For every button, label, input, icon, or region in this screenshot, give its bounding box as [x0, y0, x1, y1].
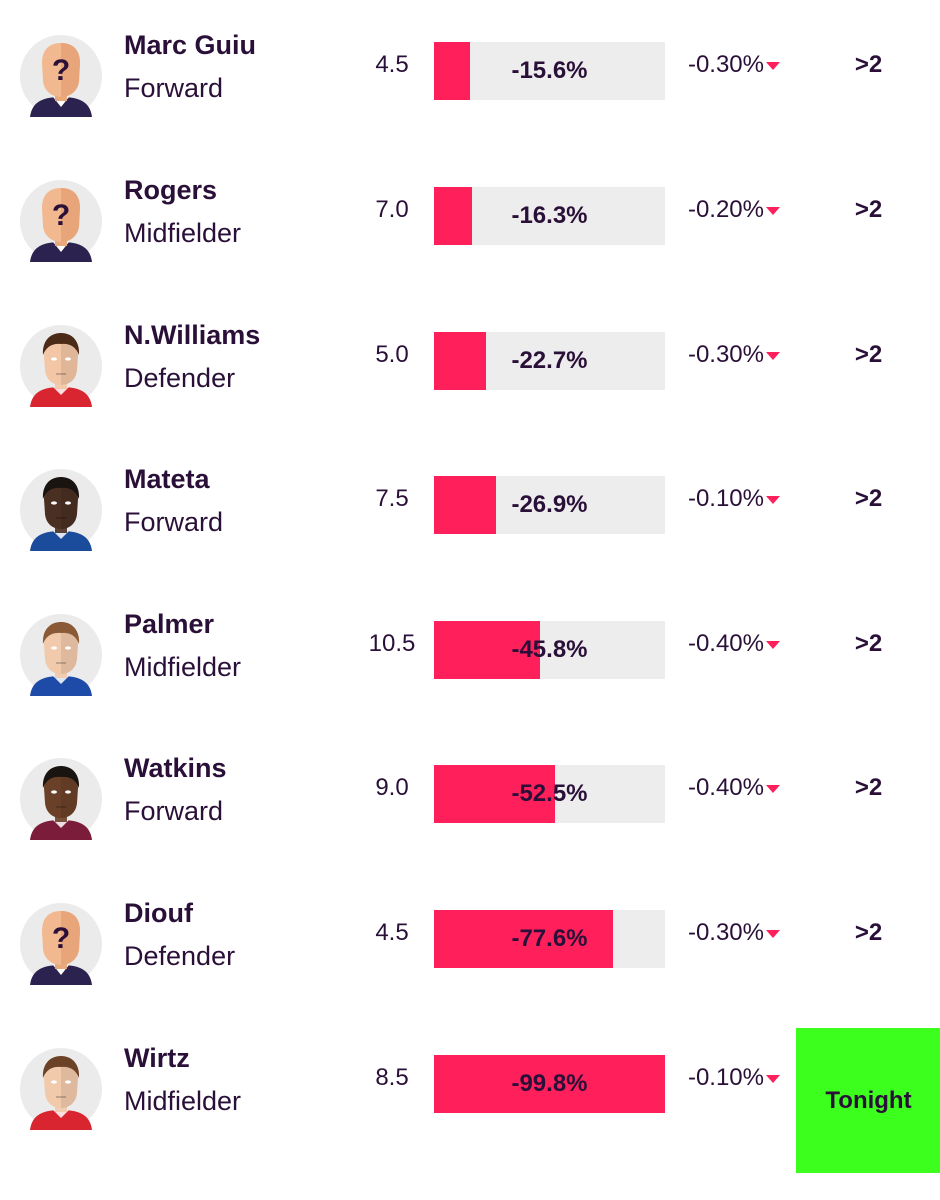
player-name: Rogers: [124, 175, 218, 205]
fixture-tonight-badge: Tonight: [796, 1028, 940, 1173]
progress-fill: [434, 765, 556, 823]
down-arrow-icon: [766, 62, 780, 70]
price-change-progress-bar: -99.8%: [434, 1055, 665, 1113]
price-change-rate: -0.40%: [687, 774, 764, 801]
down-arrow-icon: [766, 352, 780, 360]
progress-label: -22.7%: [511, 347, 588, 374]
progress-label: -26.9%: [511, 491, 588, 518]
unknown-player-icon: ?: [20, 35, 102, 117]
unknown-player-icon: ?: [20, 903, 102, 985]
player-row[interactable]: ? Diouf Defender 4.5 -77.6% -0.30% >2: [0, 898, 940, 1048]
svg-text:?: ?: [52, 54, 70, 87]
player-position: Midfielder: [124, 218, 242, 248]
player-position: Defender: [124, 941, 236, 971]
player-row[interactable]: ? Marc Guiu Forward 4.5 -15.6% -0.30% >2: [0, 30, 940, 180]
player-avatar: [20, 1048, 102, 1130]
player-avatar: [20, 614, 102, 696]
player-price: 9.0: [375, 774, 409, 801]
player-position: Midfielder: [124, 652, 242, 682]
progress-label: -77.6%: [511, 925, 588, 952]
progress-fill: [434, 187, 472, 245]
progress-label: -15.6%: [511, 57, 588, 84]
player-price: 5.0: [375, 341, 409, 368]
price-change-rate: -0.30%: [687, 919, 764, 946]
player-price: 4.5: [375, 51, 409, 78]
price-change-progress-bar: -52.5%: [434, 765, 665, 823]
price-change-progress-bar: -26.9%: [434, 476, 665, 534]
player-row[interactable]: Watkins Forward 9.0 -52.5% -0.40% >2: [0, 753, 940, 903]
player-position: Forward: [124, 796, 224, 826]
player-name: Mateta: [124, 464, 210, 494]
fixture-label: >2: [854, 51, 883, 78]
progress-label: -45.8%: [511, 636, 588, 663]
price-change-progress-bar: -16.3%: [434, 187, 665, 245]
progress-fill: [434, 621, 540, 679]
price-change-progress-bar: -22.7%: [434, 332, 665, 390]
player-position: Forward: [124, 73, 224, 103]
fixture-label: >2: [854, 919, 883, 946]
player-price: 7.5: [375, 485, 409, 512]
player-position: Forward: [124, 507, 224, 537]
price-change-progress-bar: -15.6%: [434, 42, 665, 100]
progress-fill: [434, 42, 470, 100]
progress-label: -52.5%: [511, 780, 588, 807]
player-price: 10.5: [368, 630, 416, 657]
price-change-rate: -0.10%: [687, 1064, 764, 1091]
price-change-rate: -0.30%: [687, 341, 764, 368]
progress-fill: [434, 910, 614, 968]
down-arrow-icon: [766, 785, 780, 793]
down-arrow-icon: [766, 207, 780, 215]
price-change-rate: -0.30%: [687, 51, 764, 78]
price-change-progress-bar: -77.6%: [434, 910, 665, 968]
player-name: Watkins: [124, 753, 227, 783]
progress-label: -16.3%: [511, 202, 588, 229]
down-arrow-icon: [766, 496, 780, 504]
player-row[interactable]: Wirtz Midfielder 8.5 -99.8% -0.10% Tonight: [0, 1028, 940, 1193]
player-name: Marc Guiu: [124, 30, 257, 60]
down-arrow-icon: [766, 1075, 780, 1083]
player-position: Midfielder: [124, 1086, 242, 1116]
player-name: Diouf: [124, 898, 193, 928]
player-row[interactable]: Palmer Midfielder 10.5 -45.8% -0.40% >2: [0, 609, 940, 759]
player-price: 8.5: [375, 1064, 409, 1091]
price-change-rate: -0.20%: [687, 196, 764, 223]
player-name: Palmer: [124, 609, 215, 639]
down-arrow-icon: [766, 641, 780, 649]
fixture-label: >2: [854, 341, 883, 368]
progress-label: -99.8%: [511, 1070, 588, 1097]
player-price: 7.0: [375, 196, 409, 223]
player-price: 4.5: [375, 919, 409, 946]
player-row[interactable]: Mateta Forward 7.5 -26.9% -0.10% >2: [0, 464, 940, 614]
progress-fill: [434, 332, 487, 390]
price-change-rate: -0.40%: [687, 630, 764, 657]
player-avatar: [20, 469, 102, 551]
unknown-player-icon: ?: [20, 180, 102, 262]
player-name: Wirtz: [124, 1043, 190, 1073]
progress-fill: [434, 1055, 665, 1113]
fixture-label: >2: [854, 774, 883, 801]
down-arrow-icon: [766, 930, 780, 938]
progress-fill: [434, 476, 497, 534]
price-change-rate: -0.10%: [687, 485, 764, 512]
player-name: N.Williams: [124, 320, 261, 350]
player-row[interactable]: N.Williams Defender 5.0 -22.7% -0.30% >2: [0, 320, 940, 470]
price-change-progress-bar: -45.8%: [434, 621, 665, 679]
player-avatar: [20, 325, 102, 407]
svg-text:?: ?: [52, 199, 70, 232]
player-avatar: [20, 758, 102, 840]
fixture-label: >2: [854, 485, 883, 512]
fixture-label: >2: [854, 196, 883, 223]
player-position: Defender: [124, 363, 236, 393]
player-row[interactable]: ? Rogers Midfielder 7.0 -16.3% -0.20% >2: [0, 175, 940, 325]
fixture-label: >2: [854, 630, 883, 657]
svg-text:?: ?: [52, 922, 70, 955]
